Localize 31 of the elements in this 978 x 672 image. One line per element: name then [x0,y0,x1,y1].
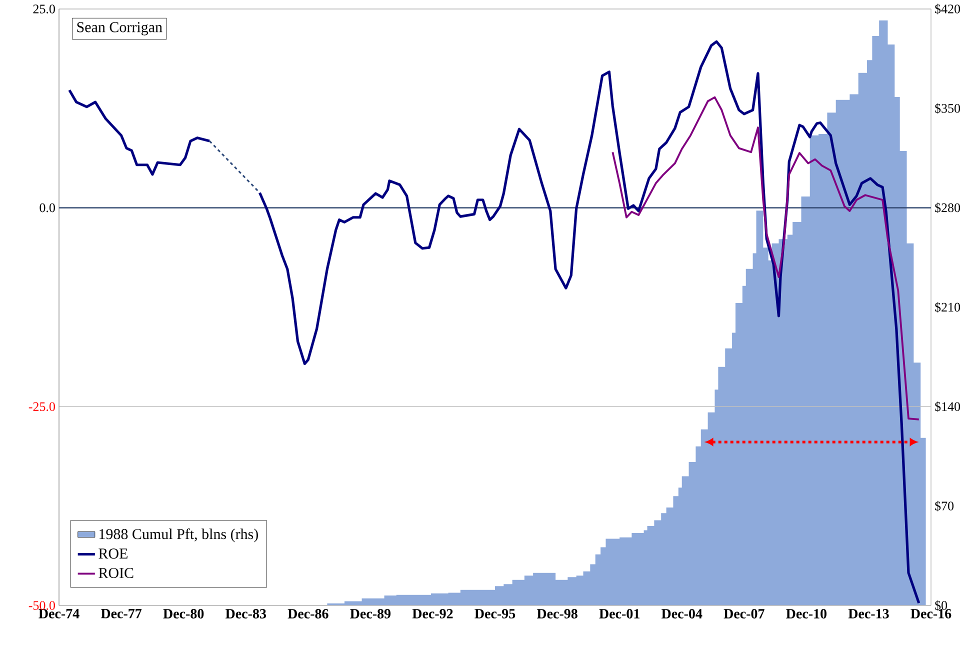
x-tick-label: Dec-98 [536,609,578,618]
y2-tick-label: $140 [935,401,960,412]
y2-tick-label: $70 [935,500,954,512]
x-tick-label: Dec-86 [288,609,328,618]
x-tick-label: Dec-13 [848,609,889,618]
x-tick-label: Dec-07 [724,609,764,618]
y-tick-label: -25.0 [28,402,55,412]
x-tick-label: Dec-74 [38,609,80,618]
x-tick-label: Dec-80 [163,609,204,618]
x-tick-label: Dec-95 [474,609,516,618]
annotation: Sean Corrigan [77,22,162,36]
y2-tick-label: $210 [935,302,960,312]
y-tick-label: 0.0 [40,203,55,212]
x-tick-label: Dec-89 [350,609,391,618]
y2-tick-label: $350 [935,103,960,114]
x-tick-label: Dec-92 [412,609,453,618]
x-tick-label: Dec-01 [599,609,640,618]
x-tick-label: Dec-10 [786,609,826,618]
x-tick-label: Dec-83 [226,609,266,618]
y-tick-label: 25.0 [33,4,55,14]
x-tick-label: Dec-77 [100,609,142,618]
legend-label: ROE [98,548,128,559]
y-tick-label: -50.0 [28,601,55,610]
legend-label: ROIC [98,568,134,578]
y2-tick-label: $420 [935,4,960,14]
legend-label: 1988 Cumul Pft, blns (rhs) [100,528,258,542]
y2-tick-label: $0 [935,600,948,611]
x-tick-label: Dec-16 [910,609,952,618]
line-series [612,96,920,420]
x-tick-label: Dec-04 [662,609,702,618]
y2-tick-label: $280 [935,202,960,214]
